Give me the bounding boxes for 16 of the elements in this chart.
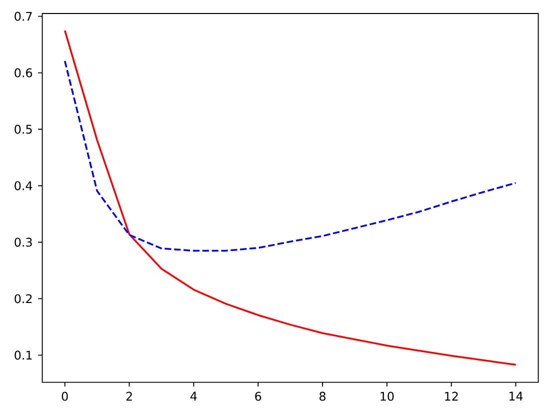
x-tick-label: 0 xyxy=(62,392,68,401)
x-tick-label: 6 xyxy=(255,392,262,401)
y-tick-label: 0.7 xyxy=(14,12,32,21)
y-tick-label: 0.5 xyxy=(14,124,32,134)
line-series xyxy=(64,60,517,252)
y-tick-label: 0.2 xyxy=(14,294,32,304)
y-tick-label: 0.4 xyxy=(14,181,32,190)
y-tick-label: 0.3 xyxy=(14,238,32,247)
x-tick-label: 10 xyxy=(380,392,394,401)
x-tick-label: 8 xyxy=(320,392,326,401)
x-tick-label: 2 xyxy=(126,392,132,401)
y-tick-label: 0.1 xyxy=(14,350,32,360)
x-tick-label: 14 xyxy=(510,392,523,400)
x-tick-label: 12 xyxy=(445,392,458,401)
x-tick-label: 4 xyxy=(190,392,197,400)
y-tick-label: 0.6 xyxy=(14,68,32,78)
